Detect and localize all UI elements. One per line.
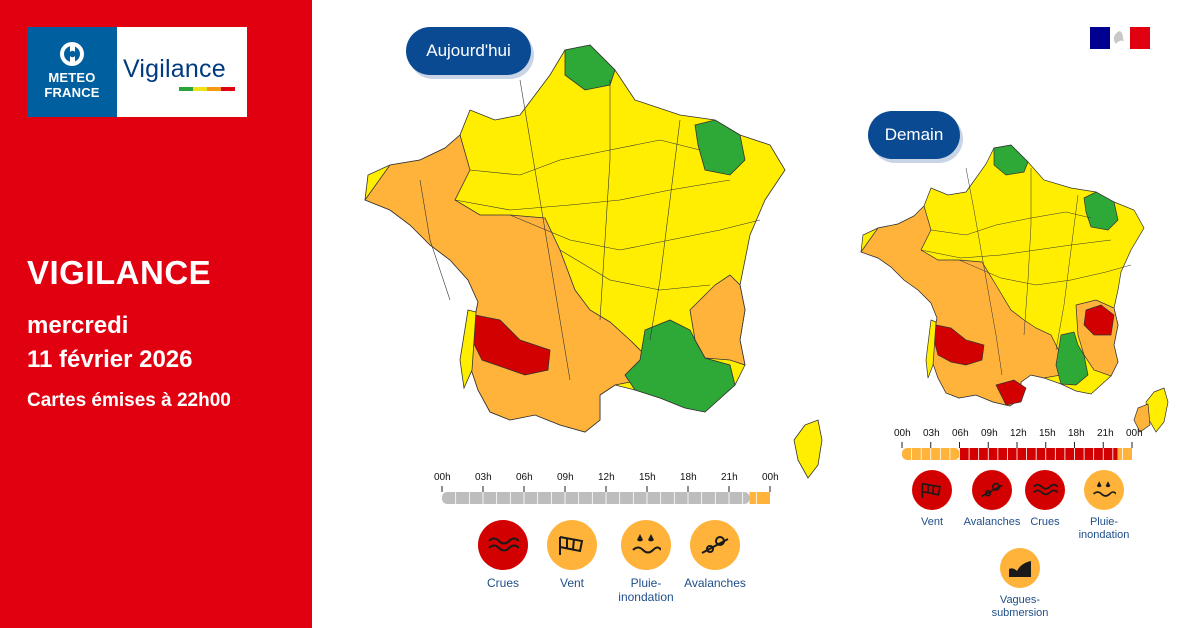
green-ardennes-tomorrow bbox=[1083, 191, 1119, 231]
tick-tomorrow-7: 21h bbox=[1097, 428, 1114, 439]
yellow-coast-today bbox=[459, 309, 477, 390]
avalanche-icon bbox=[690, 520, 740, 570]
event-crues-today[interactable]: Crues bbox=[468, 520, 538, 590]
issued-time: Cartes émises à 22h00 bbox=[27, 390, 231, 411]
brand-bar-green bbox=[179, 87, 193, 91]
tab-today[interactable]: Aujourd'hui bbox=[406, 27, 531, 75]
rain-flood-icon bbox=[621, 520, 671, 570]
map-tomorrow[interactable] bbox=[856, 140, 1176, 440]
windsock-icon bbox=[912, 470, 952, 510]
windsock-icon bbox=[547, 520, 597, 570]
event-avalanches-today[interactable]: Avalanches bbox=[675, 520, 755, 590]
brand-bar-red bbox=[221, 87, 235, 91]
timeline-today-bar bbox=[441, 486, 771, 504]
green-southeast-tomorrow bbox=[1055, 331, 1089, 386]
green-nord-tomorrow bbox=[993, 144, 1029, 176]
tick-today-1: 03h bbox=[475, 472, 492, 483]
page-title: VIGILANCE bbox=[27, 254, 212, 291]
event-label: Vent bbox=[920, 516, 944, 528]
event-label: Crues bbox=[1030, 516, 1060, 528]
event-label: Avalanches bbox=[684, 576, 746, 590]
event-avalanches-tomorrow[interactable]: Avalanches bbox=[957, 470, 1027, 529]
waves-icon bbox=[1025, 470, 1065, 510]
brand-line-2: FRANCE bbox=[44, 85, 100, 100]
tick-tomorrow-4: 12h bbox=[1010, 428, 1027, 439]
event-vent-tomorrow[interactable]: Vent bbox=[900, 470, 964, 529]
event-crues-tomorrow[interactable]: Crues bbox=[1013, 470, 1077, 529]
orange-southwest-tomorrow bbox=[860, 205, 1062, 407]
date-full: 11 février 2026 bbox=[27, 346, 193, 373]
department-borders-today bbox=[419, 79, 761, 381]
department-borders-tomorrow bbox=[920, 167, 1132, 376]
tick-today-2: 06h bbox=[516, 472, 533, 483]
timeline-today: 00h 03h 06h 09h 12h 15h 18h 21h 00h bbox=[434, 472, 779, 512]
event-label: Pluie- inondation bbox=[1078, 516, 1130, 541]
brand-bar-yellow bbox=[193, 87, 207, 91]
brand-bar-orange bbox=[207, 87, 221, 91]
tick-tomorrow-0: 00h bbox=[894, 428, 911, 439]
tick-tomorrow-3: 09h bbox=[981, 428, 998, 439]
timeline-segment-orange bbox=[1117, 448, 1132, 460]
meteo-france-emblem-icon bbox=[60, 42, 84, 66]
red-landes-today bbox=[471, 314, 551, 376]
rain-flood-icon bbox=[1084, 470, 1124, 510]
avalanche-icon bbox=[972, 470, 1012, 510]
timeline-segment-orange bbox=[749, 492, 770, 504]
tick-today-8: 00h bbox=[762, 472, 779, 483]
tick-tomorrow-1: 03h bbox=[923, 428, 940, 439]
green-ardennes-today bbox=[694, 119, 746, 176]
tick-today-5: 15h bbox=[639, 472, 656, 483]
tab-tomorrow[interactable]: Demain bbox=[868, 111, 960, 159]
green-southeast-today bbox=[624, 319, 736, 413]
meteo-france-logo[interactable]: METEO FRANCE Vigilance bbox=[27, 27, 247, 117]
waves-icon bbox=[478, 520, 528, 570]
event-label: Avalanches bbox=[963, 516, 1021, 528]
corsica-today bbox=[793, 419, 823, 479]
meteo-france-mark: METEO FRANCE bbox=[27, 27, 117, 117]
event-label: Pluie- inondation bbox=[618, 576, 674, 604]
event-label: Vagues- submersion bbox=[991, 594, 1049, 619]
red-herault-tomorrow bbox=[995, 379, 1027, 406]
timeline-tomorrow: 00h 03h 06h 09h 12h 15h 18h 21h 00h bbox=[894, 428, 1143, 464]
tick-today-3: 09h bbox=[557, 472, 574, 483]
event-vent-today[interactable]: Vent bbox=[537, 520, 607, 590]
yellow-coast-tomorrow bbox=[925, 319, 937, 379]
red-landes-tomorrow bbox=[933, 324, 985, 366]
event-vagues-tomorrow[interactable]: Vagues- submersion bbox=[980, 548, 1060, 620]
map-today[interactable] bbox=[360, 40, 830, 480]
tick-tomorrow-8: 00h bbox=[1126, 428, 1143, 439]
event-pluie-tomorrow[interactable]: Pluie- inondation bbox=[1066, 470, 1142, 542]
tick-tomorrow-2: 06h bbox=[952, 428, 969, 439]
waves-submersion-icon bbox=[1000, 548, 1040, 588]
orange-southwest-today bbox=[364, 134, 646, 433]
timeline-tomorrow-bar bbox=[901, 442, 1133, 460]
event-pluie-today[interactable]: Pluie- inondation bbox=[606, 520, 686, 604]
left-panel: METEO FRANCE Vigilance VIGILANCE mercred… bbox=[0, 0, 312, 628]
tick-tomorrow-5: 15h bbox=[1039, 428, 1056, 439]
red-alps-tomorrow bbox=[1083, 304, 1115, 336]
vigilance-wordmark: Vigilance bbox=[123, 55, 226, 83]
brand-line-1: METEO bbox=[48, 70, 96, 85]
event-label: Crues bbox=[486, 576, 519, 590]
marianne-flag-icon bbox=[1090, 27, 1150, 49]
timeline-segment-grey bbox=[442, 492, 750, 504]
tick-tomorrow-6: 18h bbox=[1068, 428, 1085, 439]
timeline-segment-red bbox=[959, 448, 1118, 460]
tick-today-0: 00h bbox=[434, 472, 451, 483]
date-weekday: mercredi bbox=[27, 312, 129, 339]
tick-today-4: 12h bbox=[598, 472, 615, 483]
tick-today-6: 18h bbox=[680, 472, 697, 483]
sardinia-outline-tomorrow bbox=[1133, 403, 1151, 433]
tick-today-7: 21h bbox=[721, 472, 738, 483]
event-label: Vent bbox=[559, 576, 585, 590]
